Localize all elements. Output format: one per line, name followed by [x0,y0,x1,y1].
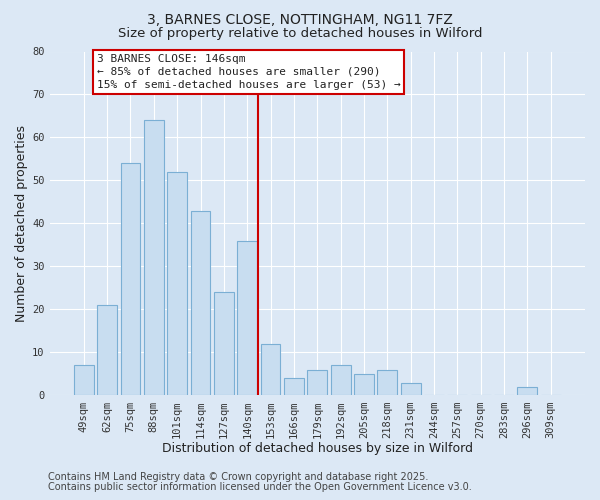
Bar [401,382,421,396]
Text: 3 BARNES CLOSE: 146sqm
← 85% of detached houses are smaller (290)
15% of semi-de: 3 BARNES CLOSE: 146sqm ← 85% of detached… [97,54,400,90]
Bar [260,344,280,396]
Bar [331,366,350,396]
Bar [284,378,304,396]
Bar [237,240,257,396]
Bar [377,370,397,396]
Text: Contains public sector information licensed under the Open Government Licence v3: Contains public sector information licen… [48,482,472,492]
Bar [191,210,211,396]
Bar [121,164,140,396]
Text: Size of property relative to detached houses in Wilford: Size of property relative to detached ho… [118,28,482,40]
Bar [167,172,187,396]
Y-axis label: Number of detached properties: Number of detached properties [15,125,28,322]
Text: Contains HM Land Registry data © Crown copyright and database right 2025.: Contains HM Land Registry data © Crown c… [48,472,428,482]
Bar [74,366,94,396]
Bar [354,374,374,396]
Bar [214,292,234,396]
X-axis label: Distribution of detached houses by size in Wilford: Distribution of detached houses by size … [162,442,473,455]
Bar [307,370,327,396]
Text: 3, BARNES CLOSE, NOTTINGHAM, NG11 7FZ: 3, BARNES CLOSE, NOTTINGHAM, NG11 7FZ [147,12,453,26]
Bar [97,305,117,396]
Bar [144,120,164,396]
Bar [517,387,538,396]
